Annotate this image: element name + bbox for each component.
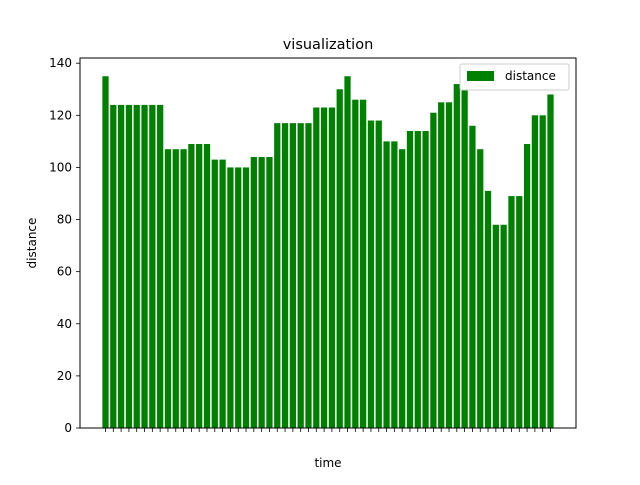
bar (547, 94, 554, 428)
bar (157, 104, 164, 429)
bar (133, 104, 140, 429)
bar (164, 149, 172, 428)
bar (297, 123, 304, 428)
legend-label: distance (505, 69, 556, 83)
bar (172, 149, 179, 428)
bar (461, 89, 468, 429)
bar (328, 107, 336, 428)
bar (188, 143, 195, 429)
bar (422, 130, 429, 428)
bar (375, 120, 382, 428)
bar (383, 141, 390, 428)
bar (250, 157, 257, 428)
bar (266, 157, 273, 428)
y-tick-label: 120 (49, 108, 72, 122)
y-tick-label: 0 (64, 421, 72, 435)
bar (227, 167, 234, 428)
bar (258, 157, 265, 428)
bar (313, 107, 320, 428)
bar (141, 104, 148, 429)
y-axis: 0 20 40 60 80 100 120 140 (49, 56, 80, 435)
bar (508, 196, 515, 428)
bar (484, 190, 492, 428)
bar (352, 99, 359, 428)
bar (219, 159, 226, 428)
bar (281, 123, 289, 428)
x-axis (105, 428, 551, 432)
bar (539, 115, 546, 428)
y-axis-label: distance (25, 218, 39, 269)
bar (500, 224, 507, 428)
bar (336, 89, 343, 429)
bar (289, 123, 296, 428)
bar (203, 143, 211, 429)
bar (367, 120, 375, 428)
legend-box (459, 63, 570, 91)
bar (196, 143, 203, 429)
y-tick-label: 60 (57, 265, 72, 279)
bar (102, 76, 109, 429)
plot-frame (79, 57, 577, 429)
bar (516, 196, 523, 428)
bar (414, 130, 421, 428)
bar (399, 149, 406, 428)
bar (391, 141, 398, 428)
y-tick-label: 40 (57, 317, 72, 331)
legend: distance (459, 63, 570, 91)
bar (453, 84, 460, 428)
bar (117, 104, 125, 429)
bar (430, 112, 437, 428)
y-tick-label: 20 (57, 369, 72, 383)
bar (406, 130, 414, 428)
bar (360, 99, 367, 428)
bar (110, 104, 117, 429)
bar (211, 159, 218, 428)
y-tick-label: 100 (49, 160, 72, 174)
x-axis-label: time (314, 456, 341, 470)
bar (235, 167, 242, 428)
bar (125, 104, 133, 429)
bar (180, 149, 187, 428)
bar (492, 224, 499, 428)
bars-group (102, 76, 554, 429)
legend-swatch (467, 71, 494, 81)
bar (274, 123, 281, 428)
bar (438, 102, 445, 429)
bar (477, 149, 484, 428)
y-tick-label: 140 (49, 56, 72, 70)
bar (344, 76, 351, 429)
bar (320, 107, 328, 428)
chart-title: visualization (283, 37, 374, 53)
bar (445, 102, 453, 429)
bar (531, 115, 539, 428)
bar (242, 167, 250, 428)
y-tick-label: 80 (57, 213, 72, 227)
bar (523, 143, 531, 429)
bar (149, 104, 156, 429)
bar (305, 123, 312, 428)
bar (469, 125, 476, 428)
